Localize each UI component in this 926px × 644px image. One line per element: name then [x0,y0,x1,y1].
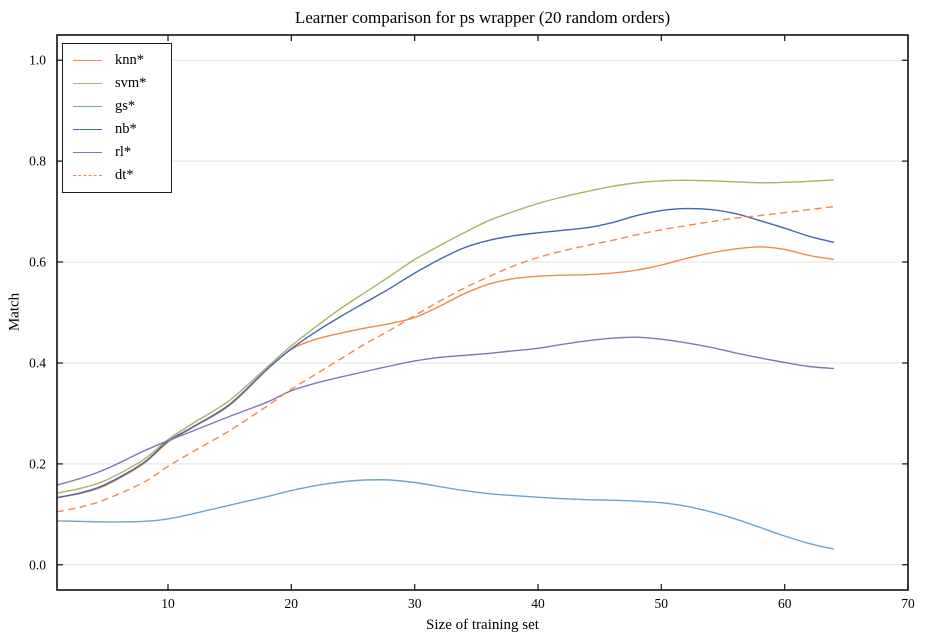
legend-label-knn: knn* [115,52,144,69]
y-axis-label: Match [6,292,23,332]
x-tick-label: 40 [531,596,545,611]
legend-entry-gs: gs* [73,95,171,118]
x-axis-label: Size of training set [426,617,539,633]
legend-entry-rl: rl* [73,141,171,164]
legend-label-nb: nb* [115,121,137,138]
series-line-dt [56,205,835,513]
legend-line-sample-nb [73,129,102,130]
legend-label-rl: rl* [115,144,132,161]
legend-label-svm: svm* [115,75,147,92]
series-line-knn [56,246,835,499]
x-tick-label: 50 [655,596,669,611]
x-tick-label: 70 [901,596,915,611]
y-tick-label: 0.8 [29,154,46,169]
legend-label-dt: dt* [115,167,134,184]
series-line-svm [56,179,835,494]
x-tick-label: 10 [161,596,175,611]
x-tick-label: 30 [408,596,422,611]
legend-entry-knn: knn* [73,49,171,72]
x-tick-label: 60 [778,596,792,611]
y-tick-label: 0.6 [29,255,46,270]
series-line-gs [56,479,835,550]
legend-line-sample-gs [73,106,102,107]
y-tick-label: 0.0 [29,557,46,572]
legend-line-sample-rl [73,152,102,153]
legend-entry-nb: nb* [73,118,171,141]
x-tick-label: 20 [285,596,299,611]
y-tick-label: 0.2 [29,456,46,471]
series-line-nb [56,207,835,499]
legend: knn* svm* gs* nb* rl* dt* [62,43,172,193]
chart-title: Learner comparison for ps wrapper (20 ra… [294,8,671,27]
legend-line-sample-svm [73,83,102,84]
series-line-rl [56,336,835,486]
y-tick-label: 1.0 [29,53,46,68]
axes-spines [56,34,909,591]
legend-line-sample-dt [73,175,102,176]
legend-label-gs: gs* [115,98,136,115]
y-tick-label: 0.4 [29,356,46,371]
legend-entry-svm: svm* [73,72,171,95]
legend-entry-dt: dt* [73,164,171,187]
legend-line-sample-knn [73,60,102,61]
